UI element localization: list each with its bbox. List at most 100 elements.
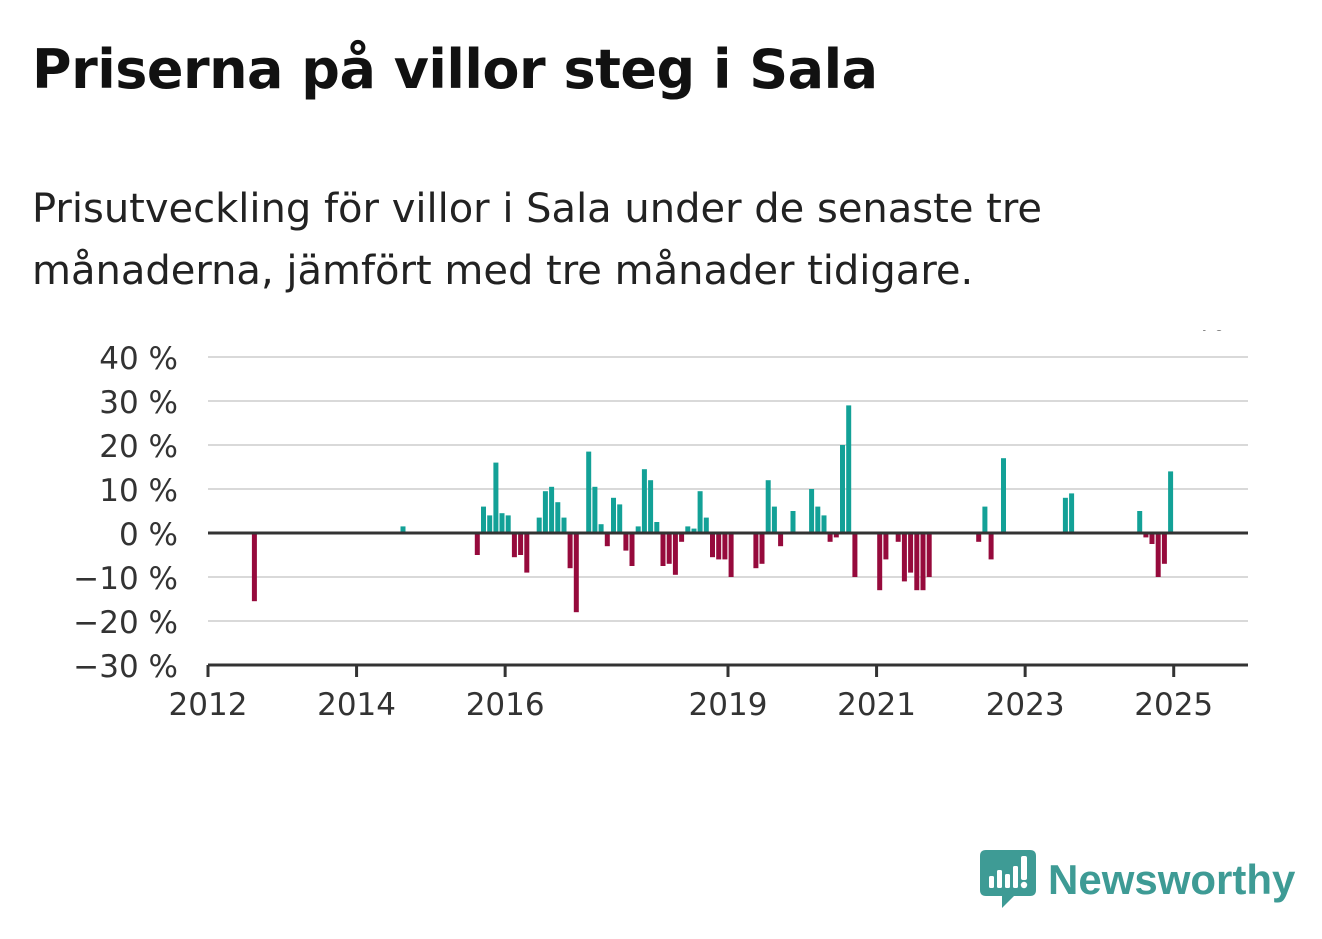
bar <box>524 533 530 573</box>
bar <box>809 489 815 533</box>
bar <box>493 462 499 533</box>
bar <box>487 515 493 533</box>
bar <box>617 504 623 533</box>
y-tick-label: 10 % <box>99 473 178 509</box>
bar <box>400 526 406 533</box>
bar <box>1001 458 1006 533</box>
bar <box>567 533 573 569</box>
x-tick-label: 2019 <box>689 687 768 723</box>
bar <box>976 533 982 542</box>
x-tick-label: 2025 <box>1134 687 1213 723</box>
bar <box>685 526 691 533</box>
bar <box>846 405 852 533</box>
bar <box>561 517 567 533</box>
bar <box>988 533 994 560</box>
x-tick-label: 2012 <box>169 687 248 723</box>
y-tick-label: −30 % <box>73 649 178 685</box>
bar <box>815 506 821 533</box>
bar <box>474 533 480 555</box>
grid-lines <box>208 356 1248 622</box>
bar <box>499 513 505 533</box>
bar <box>926 533 932 577</box>
bar <box>679 533 685 542</box>
bar <box>703 517 709 533</box>
bar <box>833 533 839 538</box>
bar <box>982 506 988 533</box>
annotations: 14 % <box>1147 330 1226 338</box>
bar <box>697 491 703 533</box>
logo-text: Newsworthy <box>1048 856 1296 903</box>
bar <box>908 533 914 573</box>
bar <box>481 506 486 533</box>
bar <box>778 533 784 547</box>
x-axis: 2012 2014 2016 2019 2021 2023 2025 <box>169 531 1248 723</box>
latest-value-label: 14 % <box>1147 330 1226 338</box>
bar <box>852 533 858 577</box>
bar <box>759 533 765 564</box>
bar <box>654 522 660 533</box>
bar <box>251 533 257 602</box>
x-tick-label: 2014 <box>317 687 396 723</box>
bar <box>648 480 654 533</box>
bar <box>666 533 672 564</box>
bar <box>1069 493 1075 533</box>
bars <box>251 405 1174 613</box>
bar <box>691 528 697 533</box>
bar <box>840 445 845 533</box>
bar <box>765 480 771 533</box>
bar <box>635 526 641 533</box>
bar <box>1149 533 1155 544</box>
bar <box>771 506 777 533</box>
newsworthy-chart-bubble-icon <box>980 850 1036 908</box>
bar <box>573 533 579 613</box>
bar <box>920 533 926 591</box>
bar <box>1062 497 1068 533</box>
bar <box>505 515 511 533</box>
newsworthy-logo: Newsworthy <box>980 850 1295 910</box>
chart-title: Priserna på villor steg i Sala <box>32 38 878 101</box>
bar <box>710 533 715 558</box>
bar <box>623 533 629 551</box>
bar <box>611 497 616 533</box>
bar <box>883 533 889 560</box>
bar <box>555 502 561 533</box>
bar <box>641 469 647 533</box>
bar <box>549 486 555 533</box>
y-tick-label: −20 % <box>73 605 178 641</box>
x-tick-label: 2016 <box>466 687 545 723</box>
bar <box>592 486 598 533</box>
y-tick-label: 20 % <box>99 429 178 465</box>
bar <box>1155 533 1161 577</box>
chart-subtitle: Prisutveckling för villor i Sala under d… <box>32 186 1042 294</box>
bar <box>914 533 920 591</box>
bar <box>1143 533 1149 538</box>
bar <box>542 491 548 533</box>
bar <box>728 533 734 577</box>
bar <box>672 533 678 575</box>
bar <box>716 533 722 560</box>
bar <box>722 533 728 560</box>
x-tick-label: 2023 <box>986 687 1065 723</box>
bar <box>660 533 666 566</box>
bar <box>536 517 542 533</box>
bar <box>877 533 883 591</box>
bar <box>1161 533 1167 564</box>
bar <box>604 533 610 547</box>
bar <box>1168 471 1174 533</box>
bar <box>827 533 833 542</box>
x-tick-label: 2021 <box>837 687 916 723</box>
bar-chart: 40 %30 %20 %10 %0 %−10 %−20 %−30 % 2012 2… <box>73 330 1248 723</box>
bar <box>901 533 907 582</box>
bar <box>895 533 901 542</box>
y-tick-label: 0 % <box>119 517 178 553</box>
y-axis-tick-labels: 40 % 30 % 20 % 10 % 0 % −10 % −20 % −30 % <box>73 341 178 685</box>
y-tick-label: −10 % <box>73 561 178 597</box>
y-tick-label: 40 % <box>99 341 178 377</box>
bar <box>511 533 517 558</box>
bar <box>598 524 604 533</box>
bar <box>586 451 592 533</box>
y-tick-label: 30 % <box>99 385 178 421</box>
bar <box>629 533 635 566</box>
bar <box>1137 511 1143 533</box>
bar <box>821 515 827 533</box>
